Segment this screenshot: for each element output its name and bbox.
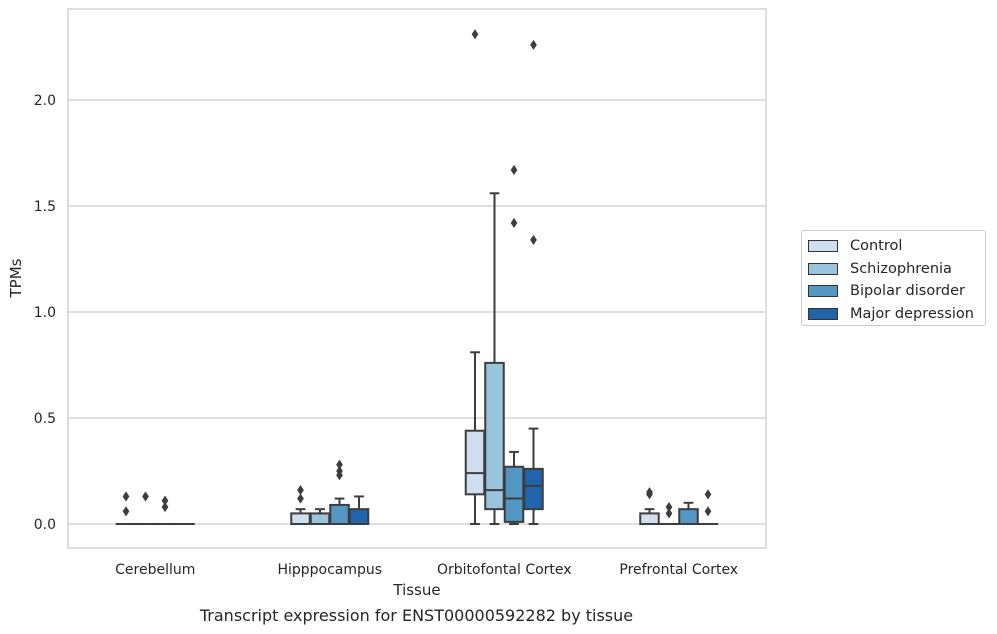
legend-item: Schizophrenia: [808, 258, 985, 281]
legend-label: Bipolar disorder: [850, 283, 965, 300]
box: [484, 361, 505, 511]
x-axis-title: Tissue: [392, 581, 440, 599]
outlier-point: [530, 39, 537, 50]
box-group: [678, 501, 699, 526]
box-group: [348, 495, 370, 526]
plot-area: [67, 8, 767, 549]
y-tick-label: 0.0: [34, 517, 56, 533]
legend-swatch: [808, 285, 838, 298]
outlier-point: [471, 29, 479, 40]
outlier-point: [510, 217, 518, 228]
y-axis-title: TPMs: [7, 258, 25, 298]
box-group: [523, 39, 544, 525]
box: [678, 508, 699, 526]
box-group: [309, 508, 331, 526]
box-group: [658, 502, 680, 526]
box-group: [464, 29, 486, 525]
outlier-point: [510, 164, 518, 175]
outlier-point: [297, 485, 304, 496]
box-group: [329, 459, 350, 526]
outlier-point: [336, 459, 343, 470]
outlier-point: [297, 493, 304, 504]
gridlines: [68, 99, 766, 525]
y-tick-label: 1.5: [34, 199, 56, 215]
box-series: [115, 29, 719, 526]
x-tick-label: Prefrontal Cortex: [619, 562, 738, 578]
outlier-point: [122, 491, 130, 502]
box-group: [115, 491, 137, 526]
legend-swatch: [808, 307, 838, 320]
outlier-point: [142, 491, 149, 502]
box: [639, 512, 660, 526]
x-tick-labels: Cerebellum Hipppocampus Orbitofontal Corte…: [115, 562, 738, 578]
chart-caption: Transcript expression for ENST0000059228…: [199, 606, 634, 625]
outlier-point: [665, 502, 673, 513]
y-tick-labels: 0.0 0.5 1.0 1.5 2.0: [34, 93, 56, 533]
y-tick-label: 1.0: [34, 305, 56, 321]
box: [348, 508, 370, 526]
box: [523, 467, 544, 511]
box-group: [154, 495, 176, 526]
box-group: [484, 192, 505, 525]
y-tick-label: 2.0: [34, 93, 56, 109]
legend-label: Major depression: [850, 305, 974, 322]
box-group: [639, 487, 660, 526]
outlier-point: [704, 506, 712, 517]
x-tick-label: Orbitofontal Cortex: [437, 562, 572, 578]
box: [290, 512, 311, 526]
box: [464, 429, 486, 496]
legend-label: Control: [850, 238, 903, 255]
y-tick-label: 0.5: [34, 411, 56, 427]
box-group: [290, 485, 311, 526]
outlier-point: [646, 487, 653, 498]
legend-item: Control: [808, 235, 985, 258]
x-tick-label: Hipppocampus: [277, 562, 382, 578]
box: [329, 503, 350, 526]
outlier-point: [161, 502, 169, 513]
outlier-point: [122, 506, 130, 517]
box: [503, 465, 525, 523]
outlier-point: [704, 489, 712, 500]
legend-swatch: [808, 262, 838, 275]
legend-label: Schizophrenia: [850, 260, 952, 277]
box-group: [503, 164, 525, 525]
outlier-point: [530, 234, 537, 245]
box-group: [697, 489, 719, 526]
x-tick-label: Cerebellum: [115, 562, 195, 578]
outlier-point: [665, 508, 673, 519]
legend-swatch: [808, 240, 838, 253]
legend-item: Bipolar disorder: [808, 280, 985, 303]
legend-item: Major depression: [808, 303, 985, 326]
box-group: [135, 491, 156, 526]
legend: Control Schizophrenia Bipolar disorder Majo…: [801, 230, 986, 326]
outlier-point: [336, 465, 343, 477]
box: [309, 512, 331, 526]
outlier-point: [161, 495, 169, 506]
